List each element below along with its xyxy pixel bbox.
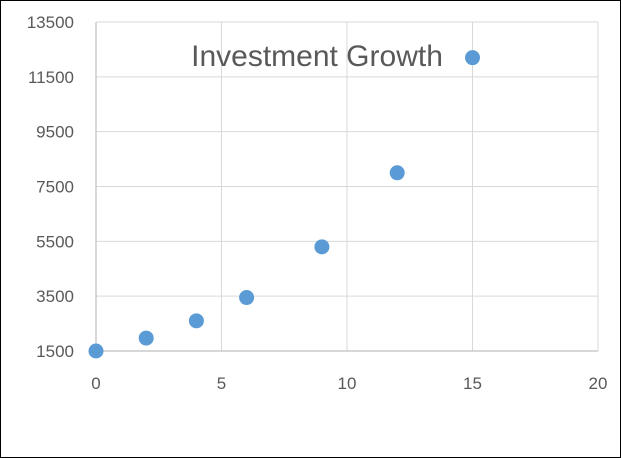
y-tick-label: 1500: [36, 342, 74, 361]
y-tick-label: 9500: [36, 123, 74, 142]
data-point: [389, 165, 405, 181]
grid-lines: [96, 21, 599, 351]
y-tick-label: 3500: [36, 287, 74, 306]
data-points: [88, 50, 480, 359]
x-tick-label: 10: [338, 374, 357, 393]
y-tick-label: 5500: [36, 232, 74, 251]
data-point: [188, 313, 204, 329]
x-tick-label: 0: [91, 374, 100, 393]
data-point: [138, 330, 154, 346]
x-tick-labels: 0 5 10 15 20: [91, 374, 607, 393]
x-tick-label: 15: [463, 374, 482, 393]
y-tick-labels: 1500 3500 5500 7500 9500 11500 13500: [27, 13, 74, 361]
data-point: [465, 50, 480, 66]
data-point: [314, 239, 330, 255]
chart-title: Investment Growth: [191, 40, 443, 73]
y-tick-label: 11500: [28, 68, 74, 87]
data-point: [88, 343, 104, 359]
y-tick-label: 7500: [36, 178, 74, 197]
axes: [95, 22, 598, 352]
x-tick-label: 5: [217, 374, 226, 393]
data-point: [239, 290, 255, 306]
y-tick-label: 13500: [27, 13, 74, 32]
x-tick-label: 20: [589, 374, 608, 393]
